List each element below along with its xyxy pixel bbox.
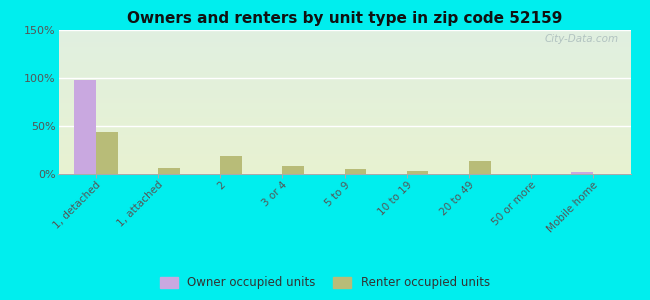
- Title: Owners and renters by unit type in zip code 52159: Owners and renters by unit type in zip c…: [127, 11, 562, 26]
- Bar: [344, 169, 366, 174]
- Bar: [220, 156, 242, 174]
- Text: City-Data.com: City-Data.com: [545, 34, 619, 44]
- Bar: [158, 168, 180, 174]
- Bar: [407, 171, 428, 174]
- Bar: [571, 172, 593, 174]
- Bar: [282, 166, 304, 174]
- Legend: Owner occupied units, Renter occupied units: Owner occupied units, Renter occupied un…: [155, 272, 495, 294]
- Bar: [469, 160, 491, 174]
- Bar: [74, 80, 96, 174]
- Bar: [96, 132, 118, 174]
